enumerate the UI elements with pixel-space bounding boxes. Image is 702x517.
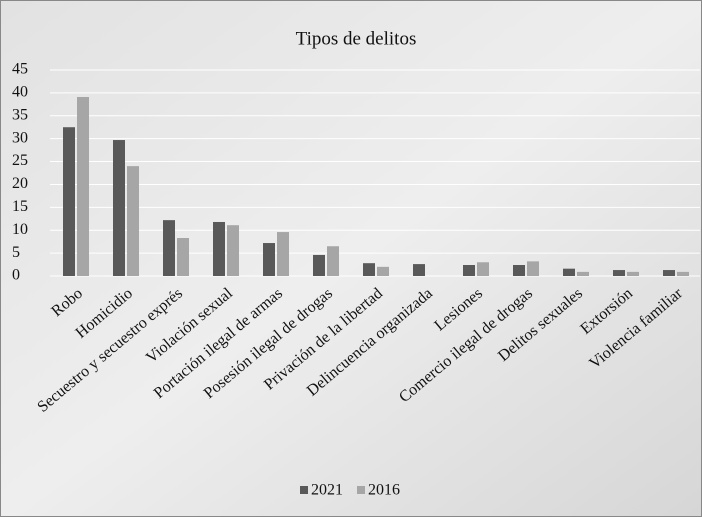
bar <box>263 243 275 276</box>
bar <box>113 140 125 276</box>
chart-title: Tipos de delitos <box>296 28 417 49</box>
bar <box>63 127 75 276</box>
y-tick-label: 30 <box>12 129 28 146</box>
bar <box>127 166 139 276</box>
y-tick-label: 35 <box>12 106 28 123</box>
bar <box>213 221 225 276</box>
bar <box>513 265 525 276</box>
y-tick-label: 0 <box>12 267 20 284</box>
y-tick-label: 40 <box>12 84 28 101</box>
bar <box>227 225 239 276</box>
legend-label: 2021 <box>311 482 343 499</box>
bar <box>677 271 689 276</box>
legend-swatch <box>357 486 365 494</box>
y-tick-label: 20 <box>12 175 28 192</box>
bar <box>563 268 575 276</box>
bar <box>163 220 175 276</box>
y-tick-label: 10 <box>12 221 28 238</box>
bar <box>363 263 375 276</box>
bar <box>663 270 675 276</box>
bar <box>177 238 189 276</box>
legend-label: 2016 <box>368 482 400 499</box>
bar <box>77 97 89 277</box>
bar <box>527 261 539 276</box>
bar <box>463 265 475 276</box>
y-tick-label: 5 <box>12 244 20 261</box>
y-tick-label: 25 <box>12 152 28 169</box>
y-tick-label: 45 <box>12 61 28 78</box>
legend-swatch <box>300 486 308 494</box>
bar <box>327 246 339 276</box>
bar <box>413 264 425 276</box>
bar <box>627 271 639 276</box>
bar <box>377 266 389 276</box>
bar <box>477 262 489 276</box>
y-tick-label: 15 <box>12 198 28 215</box>
bar <box>613 270 625 276</box>
bar <box>577 271 589 276</box>
bar <box>277 232 289 276</box>
bar <box>313 254 325 276</box>
